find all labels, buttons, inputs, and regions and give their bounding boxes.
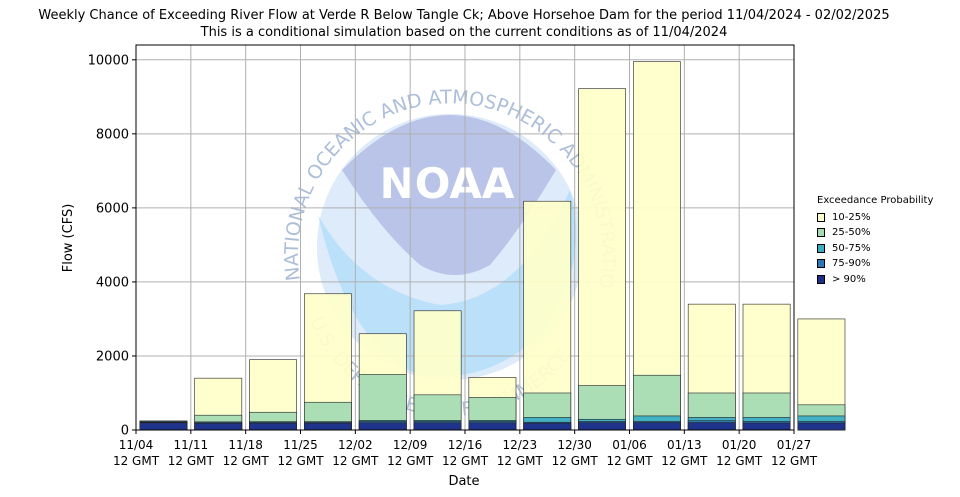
y-tick-label: 0: [121, 424, 129, 439]
legend-label: 25-50%: [832, 227, 871, 238]
y-axis-label: Flow (CFS): [61, 204, 76, 273]
legend-item: 10-25%: [817, 210, 933, 226]
noaa-logo-text: NOAA: [380, 159, 515, 208]
bar-90-11-18: [249, 422, 297, 431]
x-tick-label: 12/16 12 GMT: [442, 438, 489, 468]
legend-swatch: [817, 228, 825, 238]
legend-title: Exceedance Probability: [817, 195, 934, 206]
x-tick-label: 11/04 12 GMT: [113, 438, 160, 468]
x-axis-label: Date: [448, 474, 479, 489]
bar-90-12-02: [358, 422, 407, 431]
chart-subtitle: This is a conditional simulation based o…: [200, 25, 728, 40]
bar-90-12-16: [468, 422, 517, 431]
legend-swatch: [817, 259, 825, 269]
bar-90-11-04: [139, 422, 188, 431]
legend-label: > 90%: [832, 273, 866, 285]
chart-title: Weekly Chance of Exceeding River Flow at…: [38, 8, 890, 23]
bar-90-11-11: [194, 423, 243, 431]
legend-item: 50-75%: [817, 241, 933, 257]
x-tick-label: 11/11 12 GMT: [168, 438, 215, 468]
x-tick-label: 12/23 12 GMT: [497, 438, 544, 468]
legend-label: 50-75%: [832, 242, 871, 254]
x-tick-label: 11/18 12 GMT: [223, 438, 270, 468]
legend-item: 75-90%: [817, 256, 933, 272]
y-tick-label: 10000: [88, 53, 129, 68]
bar-90-11-25: [304, 422, 352, 431]
x-tick-label: 01/13 12 GMT: [661, 438, 708, 468]
bar-90-12-23: [523, 422, 572, 431]
y-tick-label: 8000: [96, 127, 129, 142]
legend: Exceedance Probability 10-25% 25-50% 50-75…: [817, 193, 933, 287]
bar-90-01-13: [687, 422, 736, 431]
y-axis: 0 2000 4000 6000 8000 10000: [88, 53, 136, 439]
legend-label: 75-90%: [832, 258, 871, 269]
legend-swatch: [817, 243, 825, 253]
legend-swatch: [817, 274, 825, 284]
bar-90-01-27: [797, 422, 846, 431]
bar-90-12-30: [578, 422, 626, 431]
bar-90-01-06: [633, 422, 681, 431]
bar-90-01-20: [742, 422, 791, 431]
bar-1025-01-06: [633, 61, 681, 431]
x-tick-label: 01/06 12 GMT: [606, 438, 653, 468]
y-tick-label: 2000: [96, 349, 129, 364]
legend-item: > 90%: [817, 272, 933, 288]
legend-label: 10-25%: [832, 211, 871, 223]
legend-item: 25-50%: [817, 225, 933, 241]
x-tick-label: 12/02 12 GMT: [332, 438, 379, 468]
x-tick-label: 12/30 12 GMT: [552, 438, 599, 468]
x-tick-label: 11/25 12 GMT: [277, 438, 324, 468]
x-tick-label: 01/20 12 GMT: [716, 438, 763, 468]
legend-swatch: [817, 212, 825, 222]
y-tick-label: 4000: [96, 275, 129, 290]
bar-1025-12-23: [523, 200, 572, 431]
y-tick-label: 6000: [96, 201, 129, 216]
x-tick-label: 12/09 12 GMT: [387, 438, 434, 468]
bar-1025-12-30: [578, 88, 626, 431]
bar-90-12-09: [413, 422, 462, 431]
x-tick-label: 01/27 12 GMT: [771, 438, 818, 468]
